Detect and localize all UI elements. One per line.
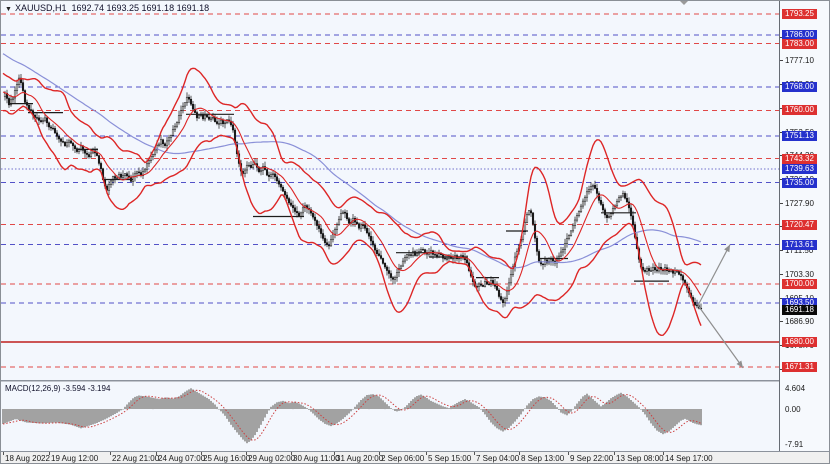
time-label: 30 Aug 11:00	[293, 454, 340, 463]
pane-separator[interactable]	[1, 380, 829, 382]
time-label: 31 Aug 20:00	[336, 454, 384, 463]
price-level-badge: 1671.31	[782, 362, 817, 372]
price-tick-mark	[780, 202, 783, 204]
price-level-badge: 1751.13	[782, 130, 817, 141]
time-tick-mark	[379, 452, 380, 455]
symbol-title: ▼ XAUUSD,H1 1692.74 1693.25 1691.18 1691.…	[5, 3, 209, 13]
time-tick-mark	[246, 452, 247, 455]
macd-values: -3.594 -3.194	[62, 384, 111, 393]
main-chart-canvas[interactable]	[1, 1, 779, 380]
axis-separator	[1, 451, 829, 452]
time-label: 8 Sep 13:00	[521, 454, 565, 463]
price-tick-label: 1686.90	[785, 317, 814, 327]
macd-scale-label: -7.91	[785, 440, 804, 450]
time-tick-mark	[614, 452, 615, 455]
price-tick-mark	[780, 179, 783, 180]
time-tick-mark	[474, 452, 475, 455]
time-label: 29 Aug 02:00	[248, 454, 296, 463]
price-tick-mark	[780, 36, 783, 38]
price-tick-mark	[780, 273, 783, 275]
price-tick-mark	[780, 84, 783, 85]
time-label: 24 Aug 07:00	[158, 454, 206, 463]
time-tick-mark	[201, 452, 202, 455]
macd-label: MACD(12,26,9) -3.594 -3.194	[5, 384, 110, 393]
time-tick-mark	[426, 452, 427, 455]
price-level-badge: 1760.00	[782, 105, 817, 116]
price-tick-mark	[780, 345, 783, 347]
current-price-badge: 1691.18	[782, 304, 817, 315]
time-label: 5 Sep 15:00	[428, 454, 472, 463]
price-level-badge: 1739.63	[782, 164, 817, 175]
macd-scale-label: 4.604	[785, 383, 806, 393]
time-label: 14 Sep 17:00	[665, 454, 713, 463]
time-tick-mark	[519, 452, 520, 455]
price-level-badge: 1743.32	[782, 153, 817, 164]
price-level-badge: 1720.47	[782, 219, 817, 230]
time-axis[interactable]: 18 Aug 2022 19 Aug 12:00 22 Aug 21:00 24 Au…	[1, 452, 829, 463]
price-tick-mark	[780, 250, 783, 252]
symbol-period-label: XAUUSD,H1	[14, 3, 67, 13]
price-tick-label: 1703.30	[785, 269, 814, 279]
price-tick-label: 1727.90	[785, 198, 814, 208]
time-label: 2 Sep 06:00	[381, 454, 425, 463]
time-tick-mark	[663, 452, 664, 455]
time-tick-mark	[3, 452, 4, 455]
time-tick-mark	[49, 452, 50, 455]
time-label: 22 Aug 21:00	[112, 454, 160, 463]
time-tick-mark	[291, 452, 292, 455]
time-label: 19 Aug 12:00	[51, 454, 99, 463]
price-tick-label: 1711.50	[785, 246, 814, 256]
price-level-badge: 1783.00	[782, 38, 817, 49]
price-tick-mark	[780, 226, 783, 228]
price-level-badge: 1713.61	[782, 239, 817, 250]
time-label: 25 Aug 16:00	[203, 454, 251, 463]
price-tick-mark	[780, 155, 783, 157]
price-level-badge: 1793.25	[782, 9, 817, 19]
price-level-badge: 1786.00	[782, 30, 817, 40]
price-level-badge: 1680.00	[782, 336, 817, 347]
price-axis[interactable]: 1785.301777.101768.901760.701752.501744.…	[779, 1, 829, 451]
chevron-down-icon[interactable]: ▼	[5, 6, 12, 13]
price-tick-mark	[780, 107, 783, 109]
price-level-badge: 1768.00	[782, 82, 817, 93]
price-tick-mark	[780, 60, 783, 62]
price-level-badge: 1735.00	[782, 177, 817, 188]
time-label: 7 Sep 04:00	[476, 454, 520, 463]
price-tick-mark	[780, 297, 783, 299]
time-label: 9 Sep 22:00	[570, 454, 614, 463]
macd-pane-canvas[interactable]	[1, 382, 779, 451]
time-label: 18 Aug 2022	[5, 454, 50, 463]
price-level-badge: 1693.50	[782, 297, 817, 308]
price-level-badge: 1700.00	[782, 279, 817, 289]
macd-name: MACD(12,26,9)	[5, 384, 61, 393]
ohlc-values: 1692.74 1693.25 1691.18 1691.18	[71, 3, 210, 13]
time-label: 13 Sep 08:00	[616, 454, 664, 463]
price-tick-label: 1777.10	[785, 56, 814, 66]
price-tick-mark	[780, 131, 783, 133]
price-tick-mark	[780, 321, 783, 323]
time-tick-mark	[156, 452, 157, 455]
time-tick-mark	[568, 452, 569, 455]
time-tick-mark	[334, 452, 335, 455]
price-tick-mark	[780, 368, 783, 370]
macd-scale-label: 0.00	[785, 404, 801, 414]
time-tick-mark	[110, 452, 111, 455]
